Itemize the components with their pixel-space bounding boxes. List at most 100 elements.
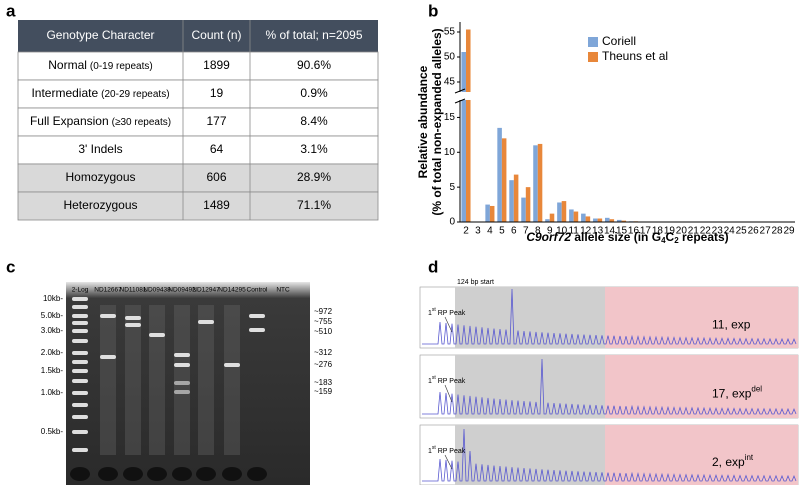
x-tick-label: 8 (535, 226, 541, 237)
gel-band (224, 363, 240, 367)
gel-band (72, 297, 88, 301)
sample-part: del (751, 385, 762, 394)
smear (100, 305, 116, 455)
row-name: Full Expansion (30, 114, 109, 128)
row-label: Intermediate (20-29 repeats) (31, 86, 169, 100)
sample-part: 11, exp (712, 318, 751, 332)
smear (198, 305, 214, 455)
ladder-label: 10kb- (43, 294, 63, 303)
lane-label: Control (247, 287, 269, 294)
x-tick-label: 13 (592, 226, 604, 237)
gel-band (72, 305, 88, 309)
primer-band (147, 467, 167, 481)
row-name: Intermediate (31, 86, 98, 100)
peak-label-part: st (432, 375, 437, 381)
peak-label-part: 1 (428, 448, 432, 455)
gel-band (72, 369, 88, 373)
primer-band (123, 467, 143, 481)
row-count: 1489 (203, 198, 230, 212)
gel-band (174, 381, 190, 385)
gel-band (174, 363, 190, 367)
primer-band (222, 467, 242, 481)
bar (537, 143, 543, 222)
bar (465, 29, 471, 222)
gel-band (174, 390, 190, 394)
axis-break-mark (454, 88, 466, 104)
row-count: 19 (210, 86, 224, 100)
size-label: ~510 (314, 327, 333, 336)
x-tick-label: 2 (463, 226, 469, 237)
y-tick-label: 45 (444, 77, 456, 88)
row-name: Normal (48, 58, 87, 72)
legend-swatch (588, 37, 598, 47)
row-name: Homozygous (65, 170, 135, 184)
peak-label-part: RP Peak (436, 448, 466, 455)
bar (525, 187, 531, 222)
peak-label-part: RP Peak (436, 310, 466, 317)
bar (489, 205, 495, 222)
ladder-label: 2.0kb- (41, 348, 64, 357)
gel-band (100, 355, 116, 359)
row-note: (20-29 repeats) (101, 89, 169, 100)
y-axis-label: (% of total non-expanded alleles) (430, 28, 444, 215)
bar (585, 216, 591, 222)
gel-band (72, 391, 88, 395)
size-label: ~159 (314, 387, 333, 396)
gel-band (198, 320, 214, 324)
lane-label: ND09438 (143, 287, 171, 294)
y-tick-label: 15 (444, 112, 456, 123)
x-tick-label: 26 (748, 226, 760, 237)
gel-band (72, 448, 88, 452)
x-tick-label: 17 (640, 226, 652, 237)
gray-region (455, 355, 605, 418)
x-tick-label: 29 (783, 226, 795, 237)
bar (509, 180, 514, 222)
row-name: Heterozygous (63, 198, 137, 212)
sample-label: 11, exp (712, 318, 751, 332)
x-tick-label: 14 (604, 226, 616, 237)
x-tick-label: 22 (700, 226, 712, 237)
gel-band (174, 353, 190, 357)
peak-label-part: RP Peak (436, 378, 466, 385)
bar (616, 219, 622, 222)
table-row (17, 107, 379, 137)
ladder-label: 1.5kb- (41, 366, 64, 375)
gray-region (455, 287, 605, 348)
x-label-part: 2 (674, 236, 679, 245)
peak-arrow (444, 384, 453, 403)
x-label-part: C9orf72 (526, 230, 571, 244)
panel-letter: b (428, 1, 438, 20)
x-tick-label: 18 (652, 226, 664, 237)
x-tick-label: 5 (499, 226, 505, 237)
x-tick-label: 9 (547, 226, 553, 237)
gel-band (249, 328, 265, 332)
row-label: Full Expansion (≥30 repeats) (30, 114, 171, 128)
y-tick-label: 55 (444, 27, 456, 38)
start-label: 124 bp start (457, 279, 494, 286)
peak-label-part: 1 (428, 378, 432, 385)
lane-label: ND09492 (168, 287, 196, 294)
gel-band (100, 314, 116, 318)
sample-label: 2, expint (712, 453, 754, 469)
gel-band (72, 339, 88, 343)
bar (573, 211, 579, 222)
x-tick-label: 23 (712, 226, 724, 237)
peak-label: 1st RP Peak (428, 445, 466, 455)
sample-label: 17, expdel (712, 385, 762, 401)
lane-label: ND12947 (192, 287, 220, 294)
bar (533, 145, 538, 222)
row-percent: 0.9% (300, 86, 328, 100)
pink-region (605, 355, 798, 418)
x-axis-label: C9orf72 allele size (in G4C2 repeats) (526, 230, 728, 245)
row-percent: 3.1% (300, 142, 328, 156)
x-tick-label: 4 (487, 226, 493, 237)
ladder-label: 0.5kb- (41, 427, 64, 436)
x-tick-label: 21 (688, 226, 700, 237)
size-label: ~276 (314, 360, 333, 369)
lane-label: 2-Log (72, 287, 89, 294)
row-label: Homozygous (65, 170, 135, 184)
primer-band (172, 467, 192, 481)
x-tick-label: 3 (475, 226, 481, 237)
row-count: 1899 (203, 58, 230, 72)
gel-band (72, 351, 88, 355)
